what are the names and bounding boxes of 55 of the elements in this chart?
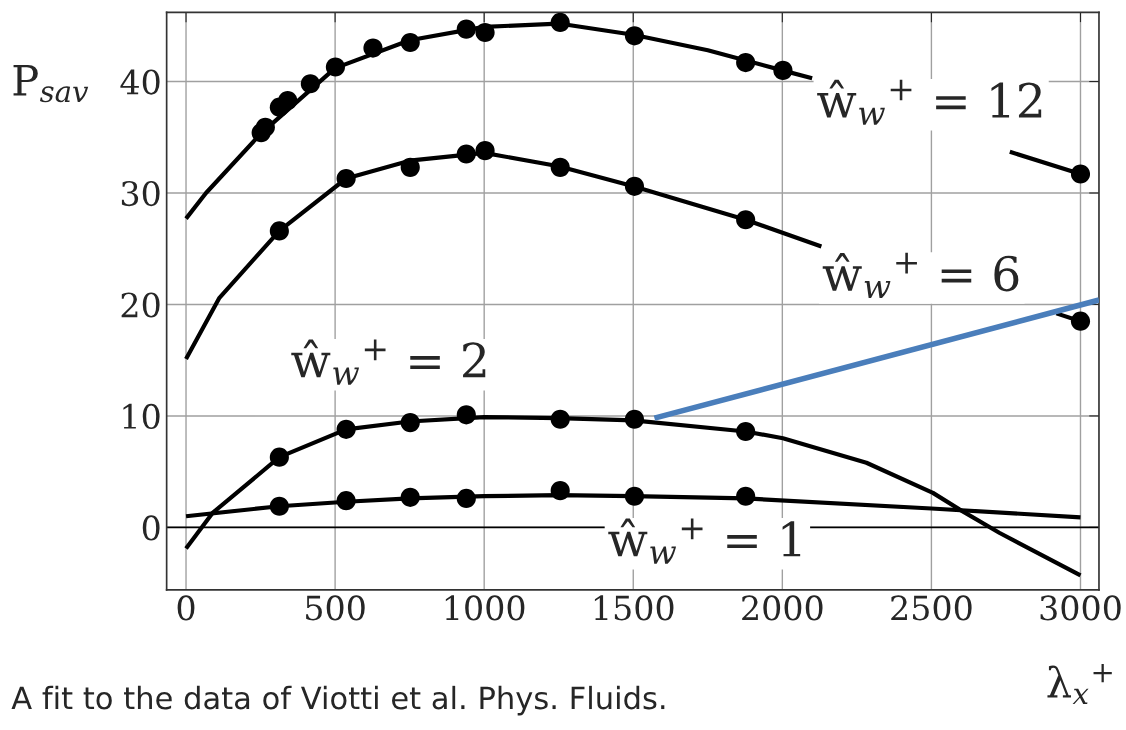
point (624, 176, 645, 196)
point (773, 60, 793, 80)
point (475, 22, 495, 43)
y-tick-label: 0 (142, 515, 160, 541)
point (400, 32, 420, 53)
x-tick-label: 1000 (445, 595, 525, 621)
point (736, 210, 756, 230)
point (456, 405, 476, 425)
x-tick-label: 1500 (594, 595, 674, 621)
point (325, 57, 345, 77)
x-tick-label: 0 (177, 595, 195, 621)
point (456, 19, 476, 39)
point (336, 491, 356, 511)
point (363, 38, 383, 58)
point (336, 168, 356, 189)
point (269, 221, 289, 241)
y-axis-title: P$_{sav}$ (13, 65, 89, 103)
point (400, 487, 420, 507)
point (736, 421, 756, 442)
x-tick-label: 2000 (742, 595, 823, 621)
point (278, 90, 298, 111)
text: A fit to the data of Viotti et al. Phys. Fluids. (11, 685, 665, 716)
point (255, 117, 275, 137)
x-tick-label: 3000 (1040, 595, 1121, 621)
point (550, 12, 570, 33)
point (1070, 311, 1091, 331)
point (456, 488, 476, 508)
point (550, 157, 570, 177)
annotation: ŵ$_{w}$$^{+}$ = 1 (608, 518, 801, 564)
y-tick-label: 20 (121, 292, 160, 318)
point (736, 53, 756, 73)
x-axis-title: λ$_{x}$$^{+}$ (1047, 663, 1112, 704)
point (300, 74, 320, 94)
annotation: ŵ$_{w}$$^{+}$ = 6 (822, 252, 1019, 299)
point (269, 447, 289, 467)
annotation: ŵ$_{w}$$^{+}$ = 2 (291, 339, 486, 385)
point (456, 144, 476, 164)
y-tick-label: 10 (123, 403, 160, 430)
annotation: ŵ$_{w}$$^{+}$ = 12 (817, 79, 1042, 125)
point (624, 409, 645, 429)
point (550, 409, 570, 429)
point (400, 157, 420, 177)
point (336, 419, 356, 439)
point (269, 496, 289, 516)
point (624, 26, 645, 46)
point (475, 141, 495, 161)
y-tick-label: 30 (121, 180, 160, 207)
point (400, 413, 420, 433)
point (624, 486, 645, 506)
y-tick-label: 40 (120, 69, 160, 95)
point (1070, 164, 1091, 184)
point (736, 486, 756, 506)
x-tick-label: 500 (306, 595, 365, 621)
point (550, 481, 570, 501)
x-tick-label: 2500 (891, 595, 972, 621)
